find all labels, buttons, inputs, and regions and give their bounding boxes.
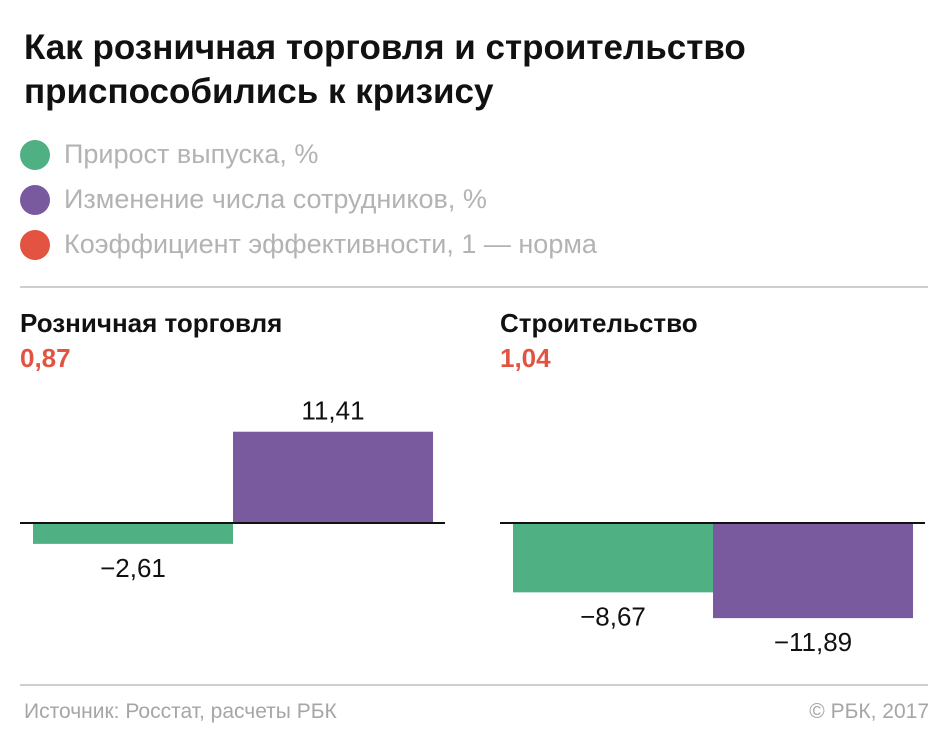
legend: Прирост выпуска, % Изменение числа сотру… [20,132,597,267]
efficiency-retail: 0,87 [20,343,71,373]
legend-label: Изменение числа сотрудников, % [64,184,487,214]
data-label: −2,61 [100,553,166,583]
source-note: Источник: Росстат, расчеты РБК [24,700,337,723]
bar-1-1 [713,523,913,619]
efficiency-construction: 1,04 [500,343,551,373]
legend-item-employees: Изменение числа сотрудников, % [20,177,597,222]
legend-item-output: Прирост выпуска, % [20,132,597,177]
footer-divider [20,684,928,686]
chart-title: Как розничная торговля и строительство п… [24,28,746,111]
legend-dot-red [20,229,50,260]
legend-dot-green [20,139,50,170]
data-label: 11,41 [301,396,364,426]
bar-1-0 [513,523,713,593]
panel-title-retail: Розничная торговля [20,308,283,338]
data-label: −11,89 [774,627,852,657]
divider [20,286,928,288]
bar-0-1 [233,431,433,523]
bar-0-0 [33,523,233,544]
copyright: © РБК, 2017 [809,700,929,723]
legend-label: Коэффициент эффективности, 1 — норма [64,229,597,259]
legend-dot-purple [20,184,50,215]
panel-title-construction: Строительство [500,308,698,338]
legend-label: Прирост выпуска, % [64,139,319,169]
data-label: −8,67 [580,601,646,631]
legend-item-efficiency: Коэффициент эффективности, 1 — норма [20,222,597,267]
